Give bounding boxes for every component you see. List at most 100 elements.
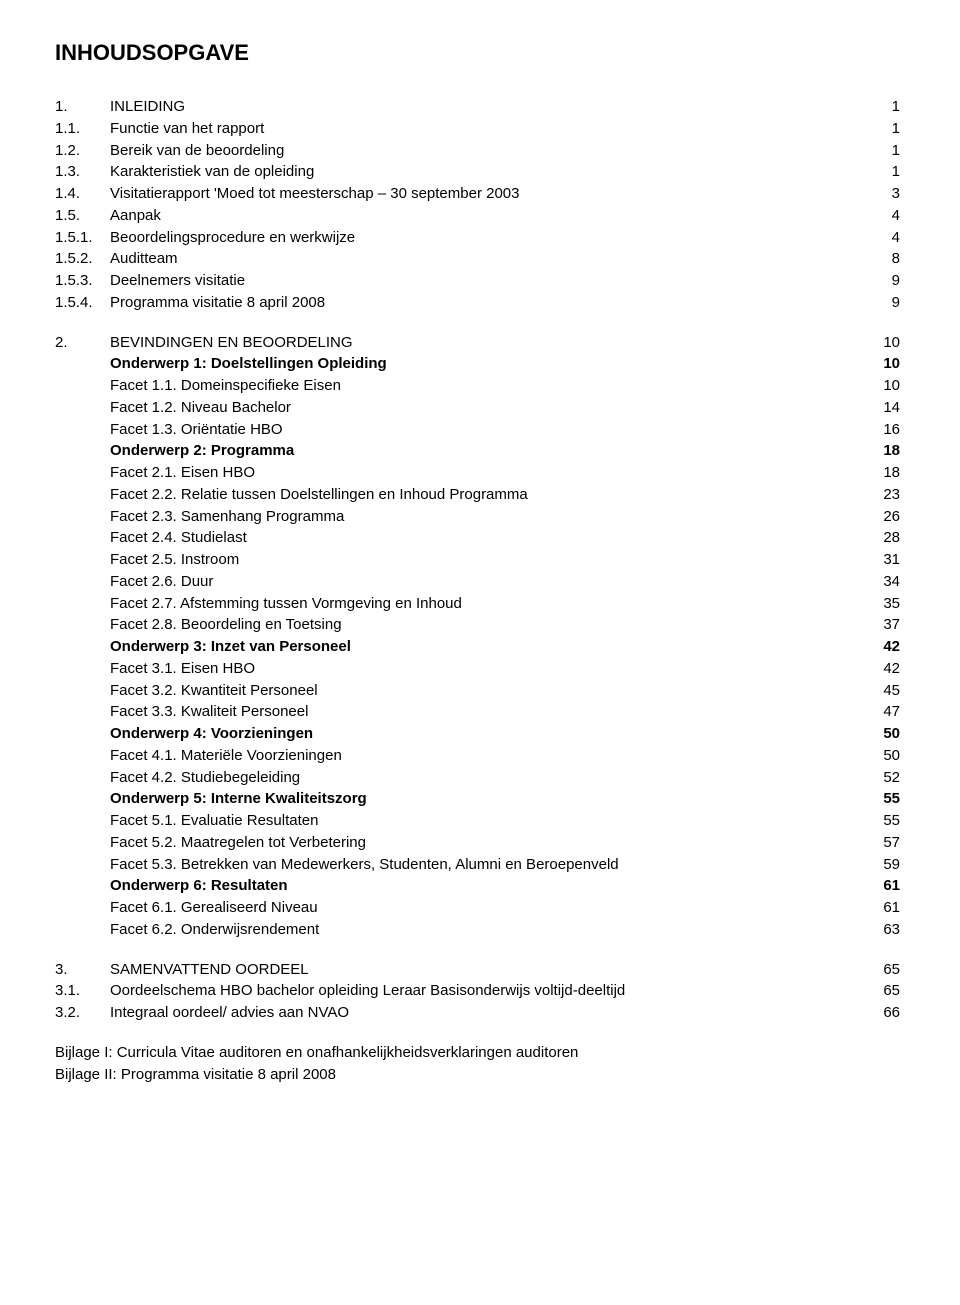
- toc-page: 1: [870, 140, 900, 162]
- toc-row: 3.SAMENVATTEND OORDEEL65: [55, 959, 900, 981]
- toc-text: SAMENVATTEND OORDEEL: [110, 959, 870, 981]
- toc-num: 1.5.: [55, 205, 110, 227]
- toc-row: Facet 1.1. Domeinspecifieke Eisen10: [55, 375, 900, 397]
- toc-num: 1.1.: [55, 118, 110, 140]
- toc-text: Facet 6.1. Gerealiseerd Niveau: [110, 897, 870, 919]
- toc-page: 8: [870, 248, 900, 270]
- toc-row: Facet 4.2. Studiebegeleiding52: [55, 767, 900, 789]
- toc-row: 1.5.4.Programma visitatie 8 april 20089: [55, 292, 900, 314]
- toc-page: 1: [870, 161, 900, 183]
- document-page: INHOUDSOPGAVE 1.INLEIDING11.1.Functie va…: [0, 0, 960, 1305]
- toc-row: 3.1.Oordeelschema HBO bachelor opleiding…: [55, 980, 900, 1002]
- toc-page: 66: [870, 1002, 900, 1024]
- toc-text: INLEIDING: [110, 96, 870, 118]
- toc-num: 1.4.: [55, 183, 110, 205]
- toc-text: Facet 2.6. Duur: [110, 571, 870, 593]
- toc-page: 50: [870, 723, 900, 745]
- toc-row: 1.3.Karakteristiek van de opleiding1: [55, 161, 900, 183]
- toc-row: 3.2.Integraal oordeel/ advies aan NVAO66: [55, 1002, 900, 1024]
- toc-text: Facet 2.5. Instroom: [110, 549, 870, 571]
- toc-page: 23: [870, 484, 900, 506]
- toc-row: 1.2.Bereik van de beoordeling1: [55, 140, 900, 162]
- toc-text: Oordeelschema HBO bachelor opleiding Ler…: [110, 980, 870, 1002]
- toc-row: Onderwerp 5: Interne Kwaliteitszorg55: [55, 788, 900, 810]
- toc-page: 45: [870, 680, 900, 702]
- toc-num: 1.5.1.: [55, 227, 110, 249]
- toc-page: 10: [870, 332, 900, 354]
- toc-text: Onderwerp 2: Programma: [110, 440, 870, 462]
- toc-text: Onderwerp 1: Doelstellingen Opleiding: [110, 353, 870, 375]
- toc-num: 1.5.3.: [55, 270, 110, 292]
- toc-num: 3.2.: [55, 1002, 110, 1024]
- toc-page: 65: [870, 959, 900, 981]
- toc-row: Facet 1.3. Oriëntatie HBO16: [55, 419, 900, 441]
- toc-text: Functie van het rapport: [110, 118, 870, 140]
- toc-page: 10: [870, 375, 900, 397]
- toc-text: Facet 2.8. Beoordeling en Toetsing: [110, 614, 870, 636]
- toc-row: 1.1.Functie van het rapport1: [55, 118, 900, 140]
- toc-page: 4: [870, 205, 900, 227]
- toc-page: 59: [870, 854, 900, 876]
- toc-row: 1.INLEIDING1: [55, 96, 900, 118]
- toc-text: Onderwerp 6: Resultaten: [110, 875, 870, 897]
- toc-page: 47: [870, 701, 900, 723]
- toc-row: Onderwerp 3: Inzet van Personeel42: [55, 636, 900, 658]
- toc-text: Onderwerp 3: Inzet van Personeel: [110, 636, 870, 658]
- page-title: INHOUDSOPGAVE: [55, 40, 900, 66]
- toc-text: BEVINDINGEN EN BEOORDELING: [110, 332, 870, 354]
- toc-page: 42: [870, 636, 900, 658]
- toc-page: 28: [870, 527, 900, 549]
- toc-page: 55: [870, 788, 900, 810]
- toc-row: Facet 2.1. Eisen HBO18: [55, 462, 900, 484]
- toc-row: Onderwerp 6: Resultaten61: [55, 875, 900, 897]
- toc-text: Facet 1.3. Oriëntatie HBO: [110, 419, 870, 441]
- toc-page: 42: [870, 658, 900, 680]
- toc-text: Facet 2.2. Relatie tussen Doelstellingen…: [110, 484, 870, 506]
- toc-page: 52: [870, 767, 900, 789]
- toc-text: Deelnemers visitatie: [110, 270, 870, 292]
- toc-row: Facet 4.1. Materiële Voorzieningen50: [55, 745, 900, 767]
- toc-page: 3: [870, 183, 900, 205]
- toc-row: 1.5.3.Deelnemers visitatie9: [55, 270, 900, 292]
- toc-text: Auditteam: [110, 248, 870, 270]
- toc-text: Facet 3.1. Eisen HBO: [110, 658, 870, 680]
- toc-num: 1.2.: [55, 140, 110, 162]
- toc-row: 1.5.2.Auditteam8: [55, 248, 900, 270]
- toc-num: 1.5.4.: [55, 292, 110, 314]
- appendix-line: Bijlage I: Curricula Vitae auditoren en …: [55, 1042, 900, 1064]
- toc-text: Facet 1.2. Niveau Bachelor: [110, 397, 870, 419]
- toc-text: Facet 5.1. Evaluatie Resultaten: [110, 810, 870, 832]
- toc-text: Karakteristiek van de opleiding: [110, 161, 870, 183]
- toc-row: Facet 2.7. Afstemming tussen Vormgeving …: [55, 593, 900, 615]
- toc-num: 1.5.2.: [55, 248, 110, 270]
- toc-page: 63: [870, 919, 900, 941]
- toc-text: Facet 3.2. Kwantiteit Personeel: [110, 680, 870, 702]
- toc-page: 65: [870, 980, 900, 1002]
- toc-num: 3.: [55, 959, 110, 981]
- toc-page: 26: [870, 506, 900, 528]
- toc-row: Facet 2.5. Instroom31: [55, 549, 900, 571]
- toc-row: Facet 5.2. Maatregelen tot Verbetering57: [55, 832, 900, 854]
- toc-row: Facet 6.1. Gerealiseerd Niveau61: [55, 897, 900, 919]
- toc-text: Facet 2.3. Samenhang Programma: [110, 506, 870, 528]
- toc-page: 9: [870, 292, 900, 314]
- toc-page: 34: [870, 571, 900, 593]
- toc-text: Beoordelingsprocedure en werkwijze: [110, 227, 870, 249]
- toc-text: Visitatierapport 'Moed tot meesterschap …: [110, 183, 870, 205]
- toc-text: Facet 2.4. Studielast: [110, 527, 870, 549]
- toc-row: Facet 3.2. Kwantiteit Personeel45: [55, 680, 900, 702]
- toc-section-2: 2. BEVINDINGEN EN BEOORDELING 10 Onderwe…: [55, 332, 900, 941]
- toc-text: Facet 1.1. Domeinspecifieke Eisen: [110, 375, 870, 397]
- toc-row: Facet 3.1. Eisen HBO42: [55, 658, 900, 680]
- toc-page: 61: [870, 875, 900, 897]
- toc-num: 2.: [55, 332, 110, 354]
- toc-num: 1.3.: [55, 161, 110, 183]
- toc-text: Facet 4.2. Studiebegeleiding: [110, 767, 870, 789]
- toc-page: 50: [870, 745, 900, 767]
- toc-row: Facet 5.1. Evaluatie Resultaten55: [55, 810, 900, 832]
- toc-page: 31: [870, 549, 900, 571]
- toc-row: 1.5.1.Beoordelingsprocedure en werkwijze…: [55, 227, 900, 249]
- appendix-block: Bijlage I: Curricula Vitae auditoren en …: [55, 1042, 900, 1086]
- toc-page: 1: [870, 118, 900, 140]
- toc-row: Facet 6.2. Onderwijsrendement63: [55, 919, 900, 941]
